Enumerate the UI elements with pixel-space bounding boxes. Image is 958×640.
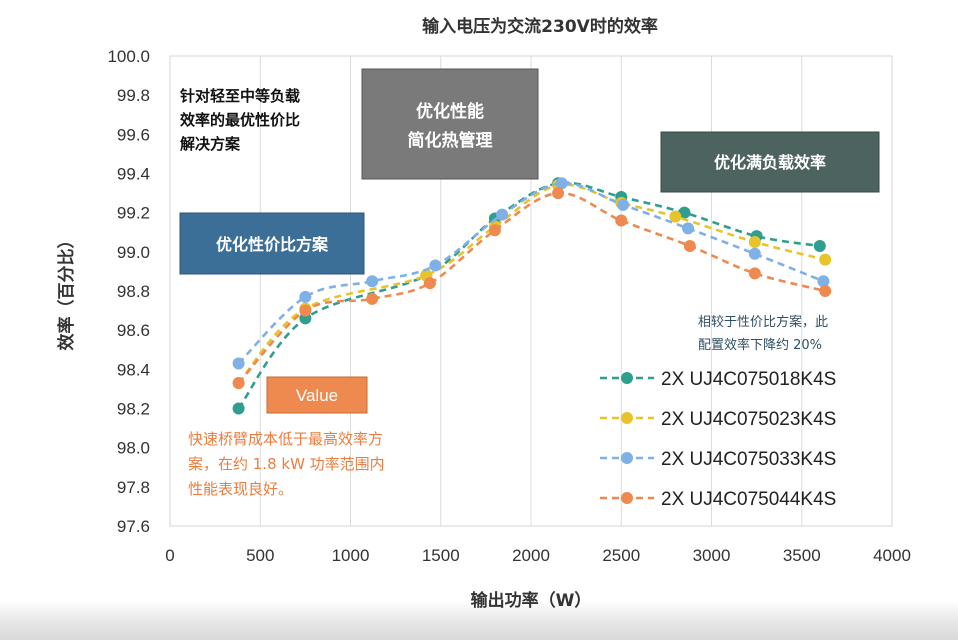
value-description: 快速桥臂成本低于最高效率方 案，在约 1.8 kW 功率范围内 性能表现良好。 xyxy=(188,430,385,498)
plot-frame xyxy=(169,55,893,527)
series-1-point-6 xyxy=(669,210,682,223)
legend-label-0: 2X UJ4C075018K4S xyxy=(661,369,836,390)
y-tick-label: 98.4 xyxy=(117,360,150,379)
note-line-2: 配置效率下降约 20% xyxy=(698,337,822,353)
value-tag-label: Value xyxy=(296,386,338,405)
series-1-point-7 xyxy=(748,236,761,249)
legend-swatch-dot-0 xyxy=(621,372,633,384)
series-3-point-5 xyxy=(552,187,565,200)
x-tick-label: 4000 xyxy=(873,546,911,565)
y-tick-label: 99.0 xyxy=(117,243,150,262)
chart-title: 输入电压为交流230V时的效率 xyxy=(422,16,658,37)
legend: 2X UJ4C075018K4S 2X UJ4C075023K4S 2X UJ4C0… xyxy=(600,369,836,510)
series-3-point-9 xyxy=(819,285,832,297)
series-0-point-0 xyxy=(232,402,245,415)
series-1-point-8 xyxy=(819,253,832,266)
x-axis-label: 输出功率（W） xyxy=(471,590,592,611)
series-2-point-6 xyxy=(617,198,630,211)
series-2-point-9 xyxy=(817,275,830,288)
value-desc-line-1: 快速桥臂成本低于最高效率方 xyxy=(188,430,383,448)
y-tick-label: 98.8 xyxy=(117,282,150,301)
series-0-point-6 xyxy=(678,206,691,219)
x-tick-label: 3000 xyxy=(693,546,731,565)
y-tick-label: 100.0 xyxy=(107,47,150,66)
efficiency-drop-note: 相较于性价比方案，此 配置效率下降约 20% xyxy=(698,314,828,353)
note-line-1: 相较于性价比方案，此 xyxy=(698,314,828,330)
full-load-box: 优化满负载效率 xyxy=(660,131,880,193)
series-2-point-8 xyxy=(748,247,761,260)
light-load-line-2: 效率的最优性价比 xyxy=(180,111,300,129)
series-0-point-8 xyxy=(813,239,826,252)
value-tag: Value xyxy=(266,376,368,414)
series-2-point-3 xyxy=(429,259,442,272)
series-3-point-8 xyxy=(748,267,761,280)
y-tick-label: 97.6 xyxy=(117,517,150,536)
full-load-label: 优化满负载效率 xyxy=(714,153,826,172)
series-line-2 xyxy=(237,181,824,365)
value-scheme-label: 优化性价比方案 xyxy=(216,235,329,254)
value-desc-line-3: 性能表现良好。 xyxy=(188,480,293,498)
x-tick-label: 1000 xyxy=(332,546,370,565)
series-layer xyxy=(232,177,832,415)
y-tick-label: 99.2 xyxy=(117,204,150,223)
series-2-point-2 xyxy=(366,275,379,288)
thermal-line-2: 简化热管理 xyxy=(408,130,493,151)
series-2-point-5 xyxy=(555,177,568,190)
series-2-point-7 xyxy=(682,222,695,235)
series-2-point-1 xyxy=(299,290,312,303)
series-line-1 xyxy=(237,183,826,384)
value-desc-line-2: 案，在约 1.8 kW 功率范围内 xyxy=(188,455,385,473)
y-tick-label: 98.0 xyxy=(117,439,150,458)
x-tick-label: 1500 xyxy=(422,546,460,565)
series-3-point-1 xyxy=(299,304,312,317)
x-tick-label: 3500 xyxy=(783,546,821,565)
thermal-box: 优化性能 简化热管理 xyxy=(361,68,539,180)
series-3-point-2 xyxy=(366,292,379,305)
legend-label-3: 2X UJ4C075044K4S xyxy=(661,489,836,510)
series-3-point-3 xyxy=(423,277,436,290)
legend-swatch-dot-1 xyxy=(621,412,633,424)
x-tick-label: 2500 xyxy=(602,546,640,565)
series-3-point-0 xyxy=(232,377,245,390)
y-tick-labels: 97.6 97.8 98.0 98.2 98.4 98.6 98.8 99.0 99.2 99.4… xyxy=(107,47,150,536)
light-load-annotation: 针对轻至中等负载 效率的最优性价比 解决方案 xyxy=(180,87,300,153)
y-tick-label: 98.6 xyxy=(117,321,150,340)
y-tick-label: 97.8 xyxy=(117,478,150,497)
x-tick-label: 0 xyxy=(165,546,174,565)
legend-label-1: 2X UJ4C075023K4S xyxy=(661,409,836,430)
series-3-point-7 xyxy=(683,239,696,252)
y-tick-label: 99.8 xyxy=(117,86,150,105)
legend-swatch-dot-3 xyxy=(621,492,633,504)
y-tick-label: 99.6 xyxy=(117,125,150,144)
x-tick-label: 2000 xyxy=(512,546,550,565)
x-tick-labels: 0 500 1000 1500 2000 2500 3000 3500 4000 xyxy=(165,546,911,565)
light-load-line-3: 解决方案 xyxy=(180,135,241,153)
value-scheme-box: 优化性价比方案 xyxy=(179,212,365,275)
legend-label-2: 2X UJ4C075033K4S xyxy=(661,449,836,470)
y-axis-label: 效率（百分比） xyxy=(56,232,77,351)
y-tick-label: 98.2 xyxy=(117,400,150,419)
light-load-line-1: 针对轻至中等负载 xyxy=(180,87,300,105)
bottom-decor-band xyxy=(0,600,958,640)
series-3-point-6 xyxy=(615,214,628,227)
legend-swatch-dot-2 xyxy=(621,452,633,464)
series-3-point-4 xyxy=(488,224,501,237)
x-tick-label: 500 xyxy=(246,546,274,565)
thermal-line-1: 优化性能 xyxy=(416,101,484,122)
series-2-point-0 xyxy=(232,357,245,370)
y-tick-label: 99.4 xyxy=(117,165,150,184)
series-2-point-4 xyxy=(496,208,509,221)
